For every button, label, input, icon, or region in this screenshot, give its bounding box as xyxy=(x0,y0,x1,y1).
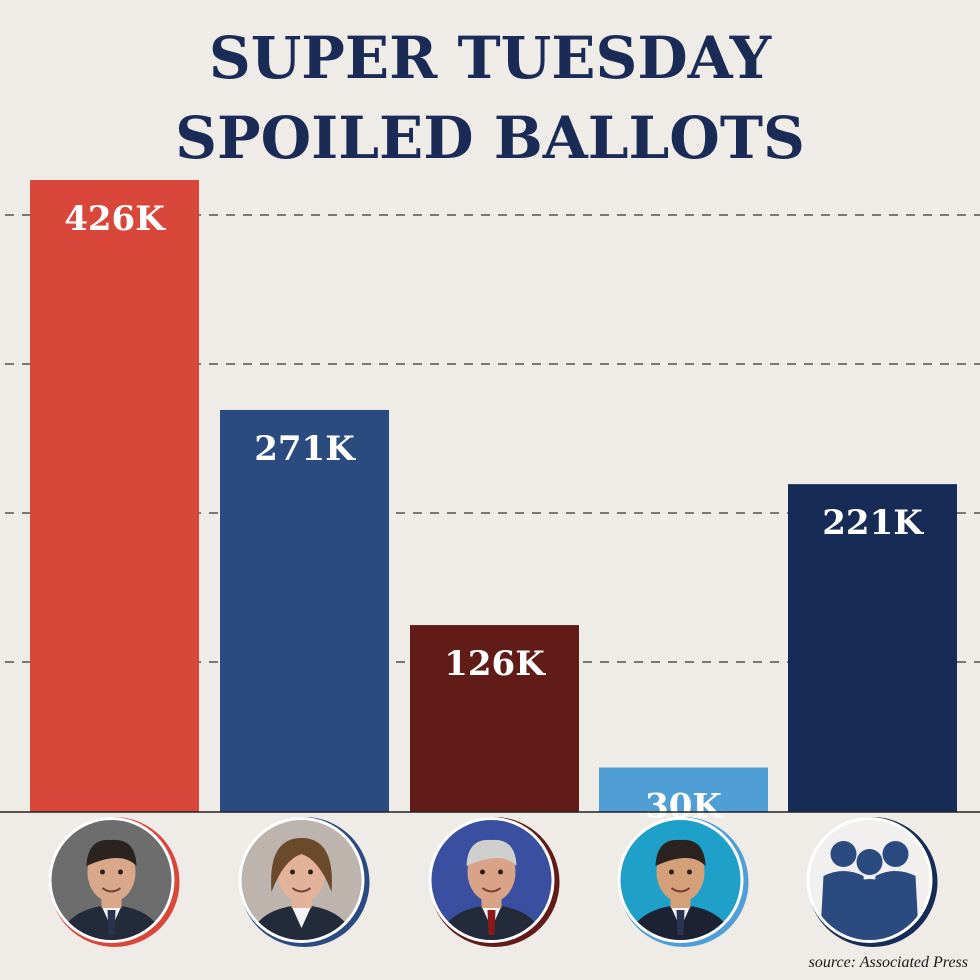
yang-portrait xyxy=(617,817,749,947)
bar-2 xyxy=(220,409,389,812)
bar-4 xyxy=(599,767,768,812)
group-silhouette-icon xyxy=(806,817,938,947)
avatars xyxy=(48,817,938,947)
title-line-1: SUPER TUESDAY xyxy=(208,24,772,92)
bar-5 xyxy=(788,484,957,812)
bar-3 xyxy=(410,625,579,812)
bar-value-label: 126K xyxy=(444,644,546,684)
source-note: source: Associated Press xyxy=(808,954,968,971)
bar-value-label: 426K xyxy=(64,199,166,239)
bar-value-label: 271K xyxy=(254,429,356,469)
buttigieg-portrait xyxy=(48,817,180,947)
chart-title: SUPER TUESDAY SPOILED BALLOTS xyxy=(0,18,980,178)
bar-value-label: 221K xyxy=(822,503,924,543)
title-line-2: SPOILED BALLOTS xyxy=(175,104,805,172)
steyer-portrait xyxy=(428,817,560,947)
bar-1 xyxy=(30,180,199,812)
klobuchar-portrait xyxy=(238,817,370,947)
bars xyxy=(30,180,957,812)
